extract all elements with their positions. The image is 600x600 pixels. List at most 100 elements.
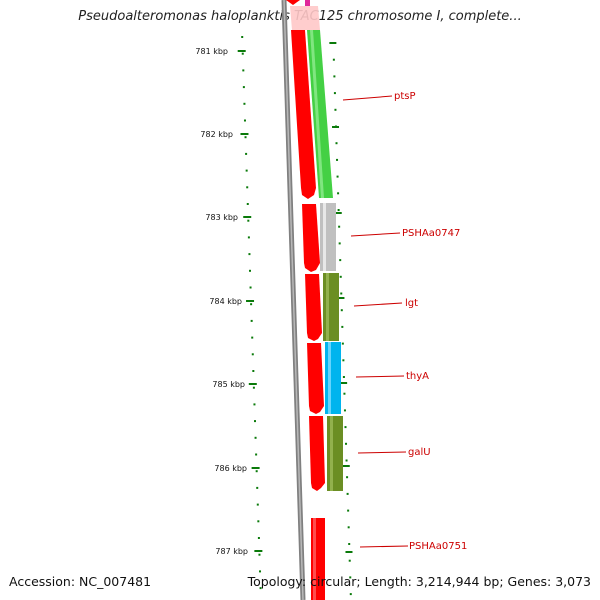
accession-label: Accession: NC_007481 <box>9 574 152 589</box>
outer-major-tick <box>337 297 345 299</box>
scale-dot <box>250 303 253 306</box>
scale-dot <box>259 570 262 573</box>
scale-dot <box>241 36 244 38</box>
gene-block-galU[interactable] <box>327 416 343 491</box>
scale-dot <box>244 136 247 139</box>
gene-forward-2[interactable] <box>302 204 320 272</box>
scale-dot <box>259 587 262 590</box>
outer-scale-dot <box>338 242 341 245</box>
outer-scale-dot <box>340 292 343 295</box>
scale-dot <box>249 286 252 289</box>
outer-scale-dot <box>334 108 337 111</box>
partial-gene-top-pink[interactable] <box>305 0 310 6</box>
outer-scale-dot <box>349 593 352 596</box>
gene-block-thyA[interactable] <box>325 342 341 414</box>
scale-dot <box>242 69 245 72</box>
gene-label-thyA[interactable]: thyA <box>406 371 429 382</box>
scale-dot <box>256 486 259 489</box>
scale-label: 781 kbp <box>195 47 228 56</box>
outer-scale-dot <box>333 92 336 95</box>
scale-major-tick <box>240 133 249 135</box>
scale-dot <box>258 553 261 556</box>
outer-major-tick <box>334 212 342 214</box>
gene-label-ptsP[interactable]: ptsP <box>394 91 416 102</box>
leader-lines <box>342 95 409 548</box>
outer-scale-dot <box>348 559 351 562</box>
gene-block-PSHAa0747[interactable] <box>320 203 336 271</box>
strand-forward <box>307 30 343 491</box>
outer-scale-dot <box>332 58 335 61</box>
outer-scale-dot <box>343 392 346 395</box>
outer-scale-dot <box>341 342 344 345</box>
scale-dot <box>247 236 250 239</box>
gene-forward-5[interactable] <box>309 416 325 491</box>
scale-dot <box>246 203 249 205</box>
gene-block-lgt[interactable] <box>323 273 339 341</box>
scale-dot <box>257 520 260 523</box>
outer-scale-dot <box>345 459 348 462</box>
scale-dot <box>256 503 259 506</box>
pink-region <box>290 6 320 30</box>
leader-line-ptsP <box>342 95 393 101</box>
outer-scale-dot <box>336 175 339 178</box>
gene-forward-4[interactable] <box>307 343 324 414</box>
outer-major-tick <box>340 382 348 384</box>
outer-major-tick <box>332 126 340 128</box>
scale-dot <box>257 537 260 539</box>
outer-scale-dot <box>341 325 344 328</box>
scale-dot <box>243 102 246 105</box>
scale-dot <box>255 470 258 473</box>
gene-label-galU[interactable]: galU <box>408 447 431 458</box>
outer-scale-dot <box>338 225 341 228</box>
gene-forward-3[interactable] <box>305 274 322 341</box>
scale-labels: 781 kbp 782 kbp 783 kbp 784 kbp 785 kbp … <box>195 47 248 556</box>
genome-summary: Topology: circular; Length: 3,214,944 bp… <box>247 574 591 589</box>
leader-line-galU <box>357 451 407 454</box>
scale-dot <box>250 319 253 322</box>
gene-labels: ptsP PSHAa0747 lgt thyA galU PSHAa0751 <box>394 91 467 552</box>
outer-scale-dot <box>348 543 351 545</box>
outer-scale-dot <box>343 409 346 412</box>
scale-dot <box>251 336 254 339</box>
scale-major-tick <box>243 216 252 218</box>
backbone-layer <box>281 0 306 600</box>
outer-scale-dot <box>335 142 338 145</box>
scale-dot <box>254 420 257 423</box>
outer-scale-dot <box>344 426 347 429</box>
scale-major-tick <box>248 383 257 385</box>
leader-line-thyA <box>355 375 405 378</box>
scale-dot <box>251 353 254 356</box>
scale-label: 782 kbp <box>200 130 233 139</box>
gene-label-PSHAa0751[interactable]: PSHAa0751 <box>409 541 467 552</box>
gene-forward-1[interactable] <box>291 30 316 199</box>
scale-dot <box>247 219 250 222</box>
top-partial-features <box>286 0 320 30</box>
outer-scale-dot <box>337 209 340 211</box>
tick-layer <box>237 36 353 596</box>
partial-gene-top[interactable] <box>286 0 300 5</box>
scale-dot <box>242 86 245 89</box>
scale-dot <box>248 269 251 272</box>
scale-dot <box>252 370 255 372</box>
scale-dot <box>241 52 244 55</box>
scale-label: 784 kbp <box>209 297 242 306</box>
scale-dot <box>254 436 257 439</box>
outer-scale-dot <box>345 442 348 445</box>
scale-dot <box>252 386 255 389</box>
scale-dot <box>248 253 251 256</box>
scale-dot <box>243 119 246 122</box>
outer-major-tick <box>342 465 350 467</box>
strand-reverse <box>291 30 325 600</box>
outer-scale-dot <box>347 526 350 529</box>
outer-scale-dot <box>346 492 349 495</box>
gene-label-PSHAa0747[interactable]: PSHAa0747 <box>402 228 460 239</box>
scale-major-tick <box>251 467 260 469</box>
outer-scale-dot <box>347 509 350 512</box>
scale-dot <box>245 152 248 155</box>
outer-scale-dot <box>339 259 342 262</box>
outer-scale-dot <box>336 158 339 161</box>
gene-label-lgt[interactable]: lgt <box>405 298 418 309</box>
scale-label: 783 kbp <box>205 213 238 222</box>
outer-scale-dot <box>346 476 349 479</box>
